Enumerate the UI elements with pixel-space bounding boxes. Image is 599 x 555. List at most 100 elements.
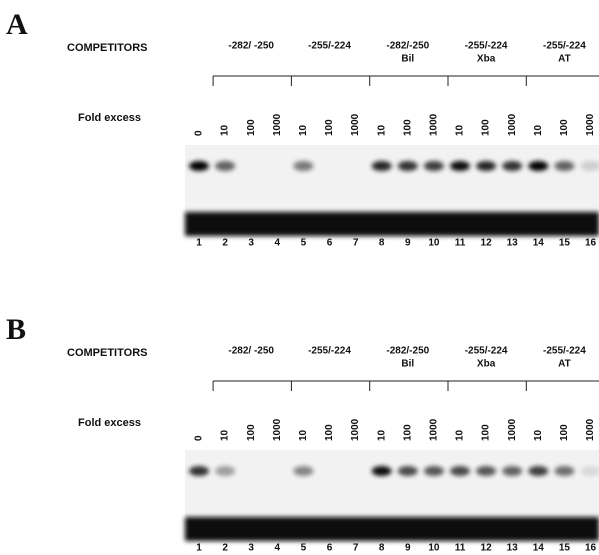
group-label: -282/-250 — [386, 41, 429, 52]
fold-value: 0 — [194, 130, 205, 136]
band — [215, 466, 235, 476]
fold-value: 100 — [402, 119, 413, 136]
band — [398, 161, 418, 171]
lane-number: 5 — [301, 238, 307, 249]
lane-number: 7 — [353, 238, 359, 249]
fold-value: 1000 — [507, 113, 518, 136]
band — [450, 466, 470, 476]
lane-number: 15 — [559, 238, 571, 249]
band — [476, 466, 496, 476]
panel-label: B — [6, 313, 26, 346]
competitors-label: COMPETITORS — [67, 42, 147, 54]
group-label: AT — [558, 54, 571, 65]
group-label: -282/ -250 — [228, 346, 274, 357]
lane-number: 9 — [405, 238, 411, 249]
fold-value: 1000 — [429, 113, 440, 136]
free-probe — [185, 517, 599, 541]
lane-number: 4 — [275, 543, 281, 554]
group-label: -282/ -250 — [228, 41, 274, 52]
figure: A COMPETITORS Fold excess -282/ -250 -255/-2… — [0, 0, 599, 555]
band — [189, 161, 209, 171]
fold-value: 1000 — [429, 418, 440, 441]
fold-value: 0 — [194, 435, 205, 441]
free-probe — [185, 212, 599, 236]
group-label: Xba — [477, 54, 496, 65]
lane-number: 12 — [481, 238, 493, 249]
band — [398, 466, 418, 476]
band — [528, 466, 548, 476]
band — [189, 466, 209, 476]
lane-number: 10 — [428, 238, 440, 249]
lane-number: 9 — [405, 543, 411, 554]
lane-number: 1 — [196, 543, 202, 554]
group-label: Bil — [401, 54, 414, 65]
lane-number: 8 — [379, 543, 385, 554]
band — [554, 466, 574, 476]
lane-number: 16 — [585, 238, 597, 249]
lane-number: 1 — [196, 238, 202, 249]
fold-value: 1000 — [585, 113, 596, 136]
band — [215, 161, 235, 171]
fold-value: 100 — [246, 424, 257, 441]
group-label: AT — [558, 359, 571, 370]
band — [502, 161, 522, 171]
group-label: -255/-224 — [543, 346, 586, 357]
fold-label: Fold excess — [78, 112, 141, 124]
lane-number: 16 — [585, 543, 597, 554]
band — [424, 161, 444, 171]
lane-number: 8 — [379, 238, 385, 249]
group-label: -255/-224 — [465, 41, 508, 52]
fold-value: 100 — [481, 424, 492, 441]
lane-number: 3 — [248, 238, 254, 249]
group-label: -255/-224 — [308, 41, 351, 52]
fold-value: 1000 — [350, 418, 361, 441]
lane-number: 2 — [222, 543, 228, 554]
fold-value: 10 — [533, 124, 544, 136]
lane-number: 11 — [455, 543, 466, 554]
fold-value: 10 — [376, 429, 387, 441]
fold-value: 1000 — [507, 418, 518, 441]
band — [293, 466, 313, 476]
fold-value: 10 — [220, 124, 231, 136]
fold-value: 10 — [533, 429, 544, 441]
fold-value: 1000 — [350, 113, 361, 136]
fold-value: 10 — [298, 429, 309, 441]
lane-number: 13 — [507, 543, 519, 554]
lane-number: 13 — [507, 238, 519, 249]
fold-value: 10 — [455, 124, 466, 136]
band — [528, 161, 548, 171]
fold-value: 10 — [298, 124, 309, 136]
group-label: -282/-250 — [386, 346, 429, 357]
fold-value: 10 — [455, 429, 466, 441]
band — [502, 466, 522, 476]
fold-value: 100 — [324, 119, 335, 136]
band — [554, 161, 574, 171]
lane-number: 12 — [481, 543, 493, 554]
group-label: -255/-224 — [308, 346, 351, 357]
fold-value: 100 — [559, 424, 570, 441]
panel-label: A — [6, 8, 28, 41]
band — [476, 161, 496, 171]
fold-value: 10 — [220, 429, 231, 441]
fold-label: Fold excess — [78, 417, 141, 429]
fold-value: 1000 — [585, 418, 596, 441]
band — [372, 161, 392, 171]
fold-value: 10 — [376, 124, 387, 136]
band — [293, 161, 313, 171]
lane-number: 2 — [222, 238, 228, 249]
lane-number: 14 — [533, 543, 545, 554]
lane-number: 11 — [455, 238, 466, 249]
lane-number: 15 — [559, 543, 571, 554]
fold-value: 1000 — [272, 418, 283, 441]
lane-number: 6 — [327, 238, 333, 249]
fold-value: 100 — [402, 424, 413, 441]
fold-value: 100 — [559, 119, 570, 136]
fold-value: 1000 — [272, 113, 283, 136]
lane-number: 14 — [533, 238, 545, 249]
fold-value: 100 — [324, 424, 335, 441]
group-label: -255/-224 — [465, 346, 508, 357]
group-label: Bil — [401, 359, 414, 370]
fold-value: 100 — [246, 119, 257, 136]
group-label: -255/-224 — [543, 41, 586, 52]
lane-number: 5 — [301, 543, 307, 554]
